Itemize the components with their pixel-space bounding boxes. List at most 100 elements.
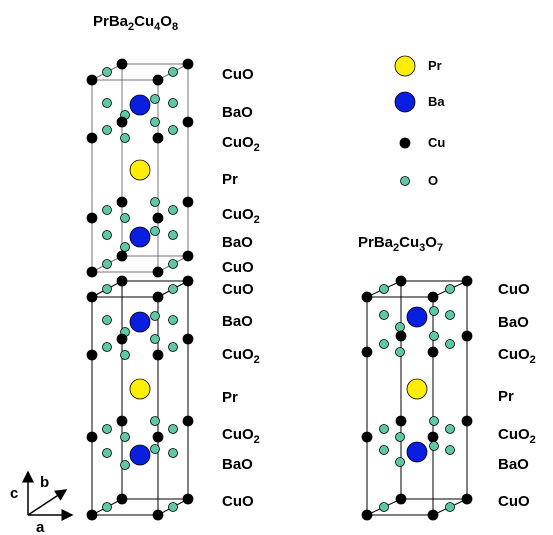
atom-cu bbox=[117, 251, 127, 261]
legend-label: O bbox=[428, 173, 438, 188]
atom-cu bbox=[87, 213, 97, 223]
atom-cu bbox=[183, 197, 193, 207]
atom-o bbox=[169, 449, 178, 458]
atom-o bbox=[121, 461, 130, 470]
atom-ba bbox=[407, 307, 427, 327]
atom-o bbox=[151, 227, 160, 236]
atom-o bbox=[396, 433, 405, 442]
formula-title: PrBa2Cu3O7 bbox=[358, 234, 443, 254]
atom-o bbox=[103, 425, 112, 434]
layer-label: Pr bbox=[498, 388, 514, 405]
layer-label: CuO2 bbox=[222, 206, 260, 226]
atom-ba bbox=[130, 95, 150, 115]
atom-o bbox=[151, 335, 160, 344]
atom-cu bbox=[396, 331, 406, 341]
atom-cu bbox=[87, 75, 97, 85]
atom-cu bbox=[362, 292, 372, 302]
atom-cu bbox=[428, 292, 438, 302]
layer-label: CuO2 bbox=[222, 346, 260, 366]
atom-o bbox=[446, 285, 455, 294]
atom-cu bbox=[87, 350, 97, 360]
atom-o bbox=[380, 425, 389, 434]
atom-ba bbox=[407, 442, 427, 462]
atom-cu bbox=[183, 59, 193, 69]
layer-label: CuO bbox=[498, 281, 530, 298]
atom-o bbox=[103, 99, 112, 108]
layer-label: CuO2 bbox=[498, 346, 536, 366]
formula-title: PrBa2Cu4O8 bbox=[93, 13, 178, 33]
atom-cu bbox=[362, 347, 372, 357]
atom-o bbox=[121, 351, 130, 360]
atom-o bbox=[380, 446, 389, 455]
atom-cu bbox=[396, 416, 406, 426]
atom-cu bbox=[462, 276, 472, 286]
atom-o bbox=[151, 95, 160, 104]
atom-o bbox=[396, 323, 405, 332]
atom-cu bbox=[117, 276, 127, 286]
atom-o bbox=[103, 206, 112, 215]
atom-o bbox=[169, 206, 178, 215]
atom-cu bbox=[183, 494, 193, 504]
atom-cu bbox=[362, 432, 372, 442]
layer-label: CuO bbox=[222, 66, 254, 83]
atom-ba bbox=[130, 227, 150, 247]
atom-o bbox=[103, 503, 112, 512]
atom-cu bbox=[153, 350, 163, 360]
atom-ba bbox=[130, 445, 150, 465]
atom-ba bbox=[395, 92, 415, 112]
atom-cu bbox=[428, 432, 438, 442]
atom-o bbox=[169, 316, 178, 325]
layer-label: CuO bbox=[222, 493, 254, 510]
atom-cu bbox=[400, 138, 410, 148]
axis-label: b bbox=[40, 474, 49, 491]
atom-cu bbox=[153, 510, 163, 520]
axis-label: a bbox=[36, 519, 45, 535]
atom-o bbox=[169, 231, 178, 240]
atom-cu bbox=[153, 213, 163, 223]
atom-cu bbox=[117, 416, 127, 426]
atom-cu bbox=[87, 432, 97, 442]
atom-pr bbox=[130, 379, 150, 399]
atom-cu bbox=[153, 75, 163, 85]
atom-o bbox=[121, 433, 130, 442]
atom-o bbox=[380, 285, 389, 294]
atom-cu bbox=[153, 292, 163, 302]
structure-diagram: c b a CuOBaOCuO2PrCuO2BaOCuOCuOBaOCuO2Pr… bbox=[0, 0, 553, 535]
atom-cu bbox=[396, 276, 406, 286]
atom-o bbox=[430, 417, 439, 426]
atom-o bbox=[151, 445, 160, 454]
atom-o bbox=[446, 425, 455, 434]
atom-cu bbox=[183, 416, 193, 426]
axis-label: c bbox=[10, 485, 18, 502]
atom-o bbox=[103, 260, 112, 269]
atom-o bbox=[103, 285, 112, 294]
atom-cu bbox=[183, 276, 193, 286]
atom-pr bbox=[407, 379, 427, 399]
atom-pr bbox=[130, 160, 150, 180]
layer-label: CuO2 bbox=[498, 426, 536, 446]
atom-ba bbox=[130, 312, 150, 332]
atom-o bbox=[121, 243, 130, 252]
atom-cu bbox=[117, 197, 127, 207]
atom-cu bbox=[462, 331, 472, 341]
atom-o bbox=[430, 332, 439, 341]
layer-label: BaO bbox=[222, 234, 253, 251]
atom-o bbox=[169, 126, 178, 135]
atom-cu bbox=[362, 510, 372, 520]
layer-label: BaO bbox=[498, 314, 529, 331]
atom-o bbox=[446, 446, 455, 455]
atom-cu bbox=[87, 267, 97, 277]
layer-label: CuO bbox=[222, 259, 254, 276]
atom-cu bbox=[87, 510, 97, 520]
atom-cu bbox=[428, 510, 438, 520]
atom-cu bbox=[183, 117, 193, 127]
layer-label: Pr bbox=[222, 389, 238, 406]
atom-o bbox=[396, 348, 405, 357]
atom-cu bbox=[117, 59, 127, 69]
layer-label: CuO2 bbox=[222, 134, 260, 154]
atom-o bbox=[380, 340, 389, 349]
atom-cu bbox=[183, 251, 193, 261]
atom-o bbox=[169, 260, 178, 269]
atom-o bbox=[169, 425, 178, 434]
atom-o bbox=[446, 503, 455, 512]
